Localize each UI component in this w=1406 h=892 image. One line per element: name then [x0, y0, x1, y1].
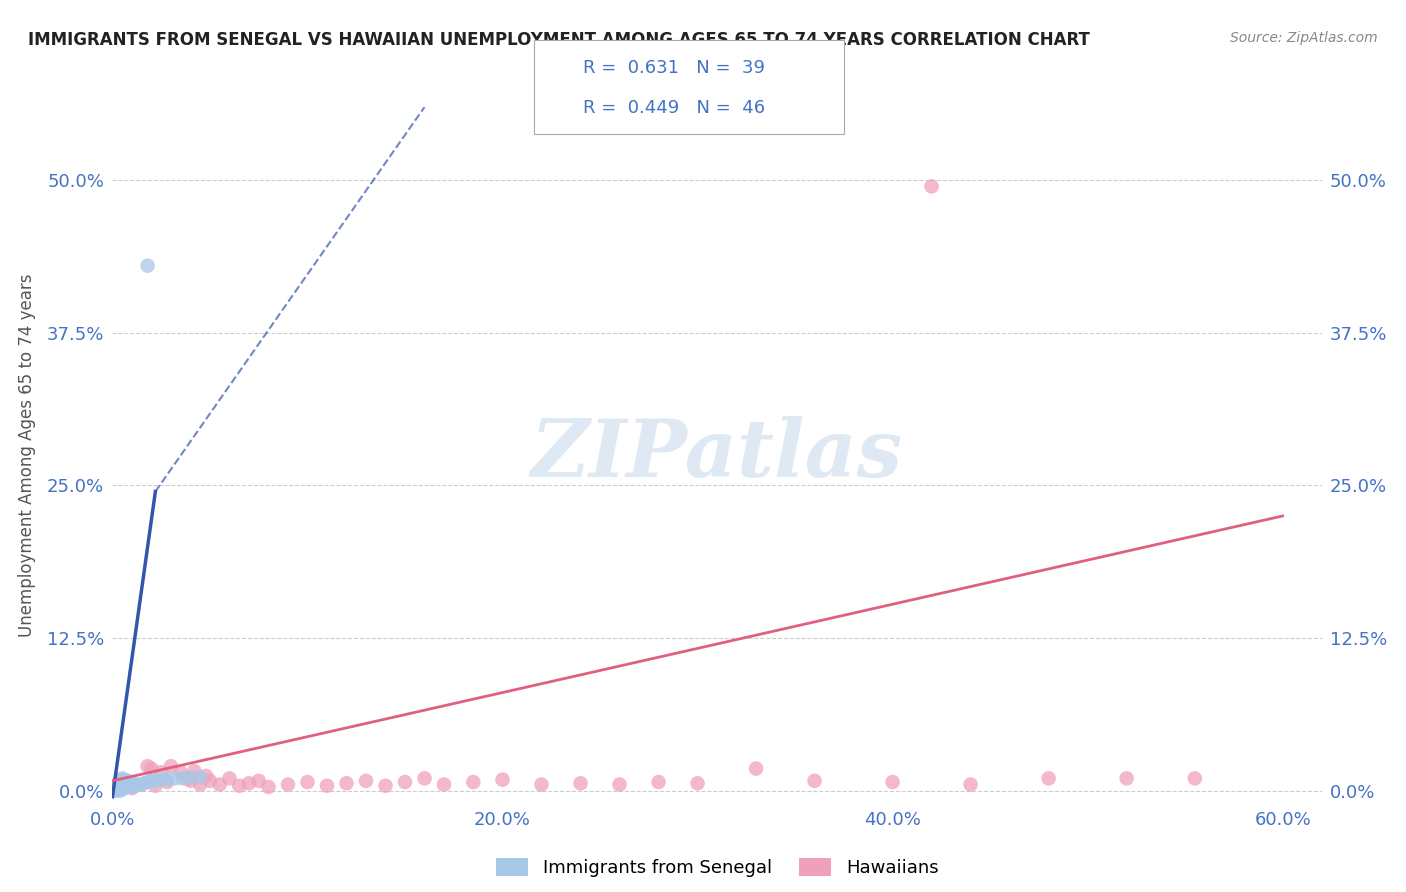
- Point: [107, 776, 129, 790]
- Point: [433, 777, 456, 791]
- Point: [145, 773, 167, 788]
- Point: [172, 772, 194, 786]
- Point: [176, 772, 198, 786]
- Point: [112, 777, 135, 791]
- Point: [128, 777, 150, 791]
- Point: [160, 759, 183, 773]
- Point: [921, 179, 943, 194]
- Point: [145, 779, 167, 793]
- Point: [111, 780, 134, 794]
- Point: [136, 759, 159, 773]
- Point: [316, 779, 339, 793]
- Point: [118, 777, 141, 791]
- Point: [257, 780, 280, 794]
- Point: [156, 775, 179, 789]
- Point: [136, 259, 159, 273]
- Point: [112, 781, 135, 796]
- Point: [647, 775, 669, 789]
- Point: [141, 762, 163, 776]
- Point: [228, 779, 250, 793]
- Point: [686, 776, 709, 790]
- Text: R =  0.449   N =  46: R = 0.449 N = 46: [583, 99, 766, 117]
- Point: [110, 777, 132, 791]
- Point: [115, 776, 138, 790]
- Point: [105, 780, 128, 794]
- Point: [959, 777, 981, 791]
- Text: ZIPatlas: ZIPatlas: [531, 417, 903, 493]
- Point: [111, 780, 134, 794]
- Point: [745, 762, 768, 776]
- Point: [208, 777, 231, 791]
- Point: [121, 775, 143, 789]
- Point: [188, 770, 211, 784]
- Point: [111, 775, 134, 789]
- Point: [103, 781, 125, 796]
- Point: [125, 779, 148, 793]
- Point: [198, 773, 221, 788]
- Point: [335, 776, 357, 790]
- Point: [111, 782, 134, 797]
- Point: [150, 765, 173, 780]
- Point: [188, 777, 211, 791]
- Point: [179, 770, 201, 784]
- Point: [491, 772, 513, 787]
- Point: [117, 779, 139, 793]
- Text: Source: ZipAtlas.com: Source: ZipAtlas.com: [1230, 31, 1378, 45]
- Point: [115, 780, 138, 794]
- Point: [238, 776, 260, 790]
- Point: [107, 780, 129, 794]
- Point: [374, 779, 396, 793]
- Point: [121, 781, 143, 796]
- Point: [131, 777, 153, 791]
- Point: [132, 776, 155, 790]
- Point: [117, 773, 139, 788]
- Point: [195, 769, 218, 783]
- Point: [882, 775, 904, 789]
- Point: [354, 773, 377, 788]
- Point: [530, 777, 553, 791]
- Legend: Immigrants from Senegal, Hawaiians: Immigrants from Senegal, Hawaiians: [488, 850, 946, 884]
- Point: [121, 780, 143, 794]
- Point: [105, 783, 128, 797]
- Point: [110, 783, 132, 797]
- Point: [150, 772, 173, 787]
- Point: [179, 773, 201, 788]
- Point: [107, 782, 129, 797]
- Point: [803, 773, 825, 788]
- Point: [103, 783, 125, 797]
- Point: [297, 775, 319, 789]
- Point: [1115, 772, 1137, 786]
- Point: [156, 772, 179, 787]
- Point: [163, 772, 186, 786]
- Point: [247, 773, 270, 788]
- Text: IMMIGRANTS FROM SENEGAL VS HAWAIIAN UNEMPLOYMENT AMONG AGES 65 TO 74 YEARS CORRE: IMMIGRANTS FROM SENEGAL VS HAWAIIAN UNEM…: [28, 31, 1090, 49]
- Point: [609, 777, 631, 791]
- Point: [463, 775, 485, 789]
- Point: [136, 775, 159, 789]
- Point: [1184, 772, 1206, 786]
- Y-axis label: Unemployment Among Ages 65 to 74 years: Unemployment Among Ages 65 to 74 years: [18, 273, 35, 637]
- Point: [1038, 772, 1060, 786]
- Point: [183, 764, 205, 778]
- Point: [112, 772, 135, 787]
- Point: [111, 772, 134, 786]
- Text: R =  0.631   N =  39: R = 0.631 N = 39: [583, 60, 765, 78]
- Point: [105, 777, 128, 791]
- Point: [141, 773, 163, 788]
- Point: [394, 775, 416, 789]
- Point: [569, 776, 592, 790]
- Point: [170, 765, 193, 780]
- Point: [277, 777, 299, 791]
- Point: [110, 773, 132, 788]
- Point: [413, 772, 436, 786]
- Point: [110, 781, 132, 796]
- Point: [218, 772, 240, 786]
